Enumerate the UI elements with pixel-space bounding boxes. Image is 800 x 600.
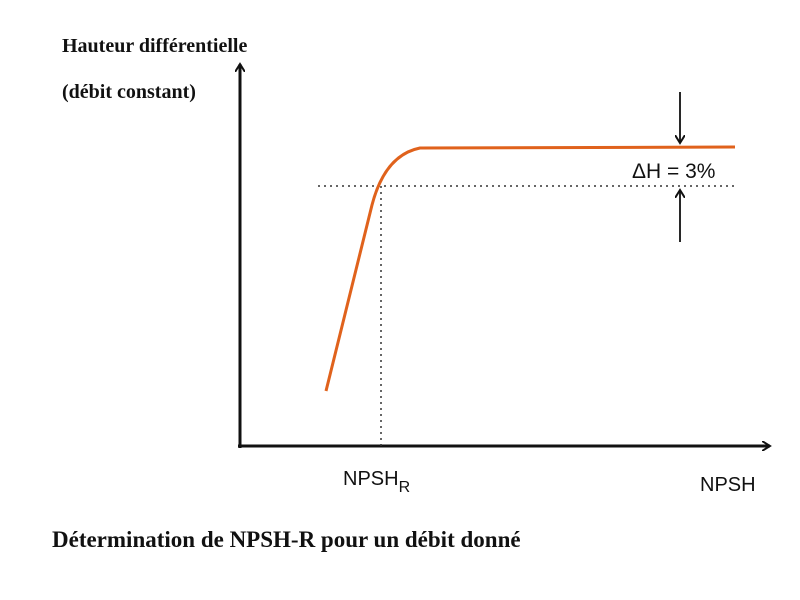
x-axis-label: NPSH <box>700 474 756 496</box>
y-axis-subtitle: (débit constant) <box>62 81 196 103</box>
delta-label: ΔH = 3% <box>632 160 715 183</box>
npshr-main: NPSH <box>343 468 399 490</box>
caption: Détermination de NPSH-R pour un débit do… <box>52 527 521 552</box>
npshr-label: NPSHR <box>343 468 410 496</box>
npshr-sub: R <box>399 479 411 496</box>
head-curve <box>324 145 736 392</box>
y-axis-title: Hauteur différentielle <box>62 35 247 57</box>
